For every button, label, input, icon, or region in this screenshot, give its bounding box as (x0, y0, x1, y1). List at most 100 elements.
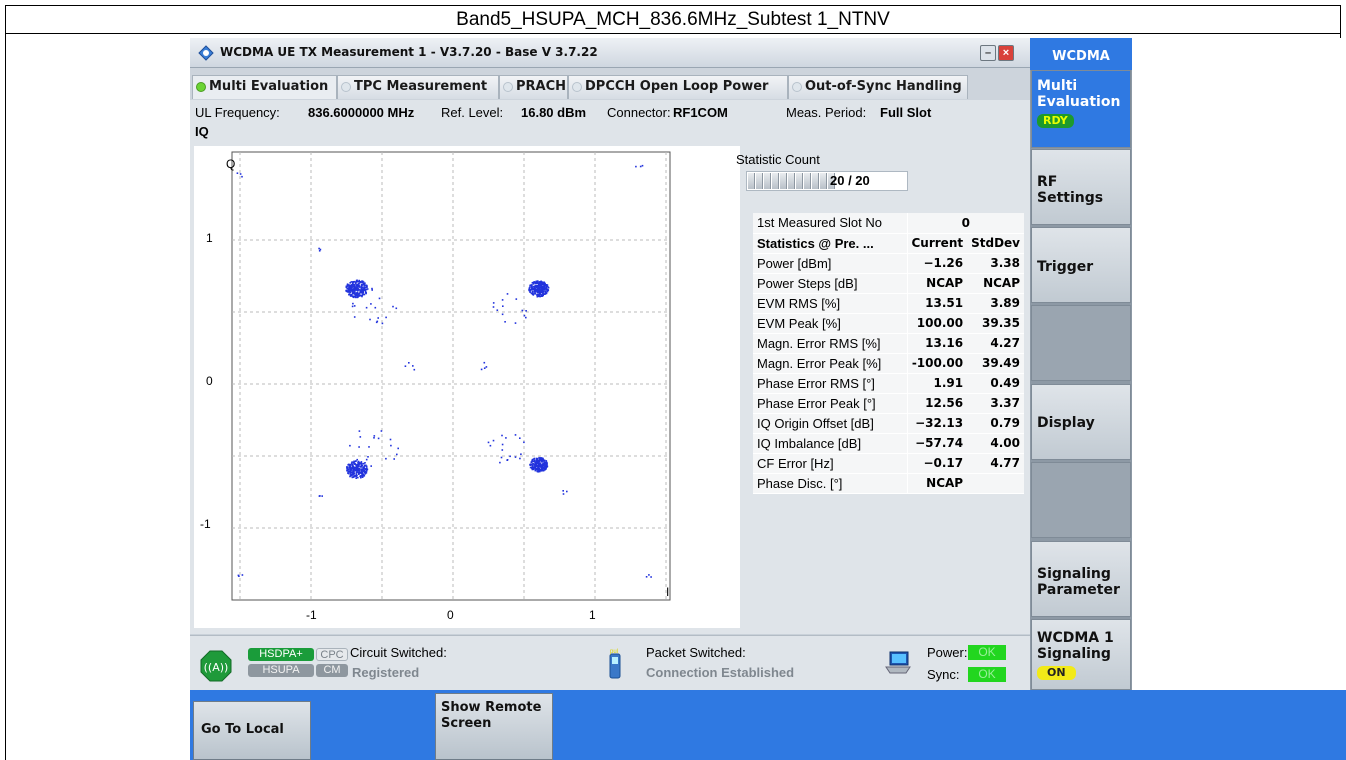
constellation-point (480, 368, 483, 371)
stat-current-value: NCAP (907, 473, 968, 494)
constellation-point (363, 462, 365, 465)
constellation-point (349, 463, 352, 466)
constellation-point (533, 459, 536, 461)
constellation-point (505, 437, 507, 439)
tab-tpc-measurement[interactable]: TPC Measurement (337, 75, 499, 99)
constellation-point (357, 285, 360, 288)
softkey-label: RF (1037, 174, 1058, 190)
constellation-point (353, 295, 356, 298)
x-tick-label: 0 (447, 608, 454, 622)
constellation-point (363, 467, 366, 469)
softkey-trigger[interactable]: Trigger (1031, 227, 1131, 303)
constellation-point (542, 291, 544, 294)
constellation-point (352, 469, 355, 471)
progress-segment (748, 173, 755, 189)
constellation-point (352, 473, 354, 476)
constellation-point (353, 296, 355, 299)
stat-stddev-value: 4.00 (967, 433, 1024, 454)
constellation-point (354, 463, 356, 465)
softkey-wcdma1-signaling[interactable]: WCDMA 1 Signaling ON (1031, 619, 1131, 690)
constellation-point (535, 286, 538, 289)
constellation-point (350, 286, 353, 288)
constellation-point (350, 294, 353, 296)
constellation-point (538, 466, 541, 468)
constellation-point (532, 281, 534, 284)
softkey-signaling-parameter[interactable]: Signaling Parameter (1031, 541, 1131, 617)
iq-plot-canvas: Q I 1 0 -1 -1 0 1 (200, 151, 671, 622)
constellation-point (538, 281, 541, 284)
constellation-point (545, 461, 548, 464)
softkey-display[interactable]: Display (1031, 384, 1131, 460)
constellation-point (363, 474, 365, 477)
softkey-label: Evaluation (1037, 94, 1121, 110)
first-slot-label: 1st Measured Slot No (753, 213, 908, 234)
softkey-label: WCDMA 1 (1037, 630, 1114, 646)
ref-level-value: 16.80 dBm (521, 105, 587, 120)
tab-prach[interactable]: PRACH (499, 75, 568, 99)
constellation-point (408, 362, 410, 364)
constellation-point (346, 290, 348, 292)
constellation-point (533, 293, 535, 295)
constellation-point (537, 462, 539, 465)
constellation-point (539, 288, 541, 291)
go-to-local-button[interactable]: Go To Local (193, 701, 311, 760)
iq-constellation-plot: Q I 1 0 -1 -1 0 1 (194, 146, 740, 628)
progress-segment (764, 173, 771, 189)
constellation-point (540, 286, 543, 288)
stat-row-label: IQ Origin Offset [dB] (753, 413, 908, 434)
constellation-point (650, 576, 652, 578)
constellation-point (354, 295, 357, 298)
tab-bar: Multi Evaluation TPC Measurement PRACH D… (190, 68, 1030, 100)
constellation-point (361, 471, 364, 474)
close-button[interactable]: × (998, 45, 1014, 61)
constellation-point (351, 469, 354, 471)
stat-current-value: 13.51 (907, 293, 968, 314)
constellation-point (351, 283, 353, 286)
constellation-point (348, 290, 350, 292)
constellation-point (359, 280, 362, 283)
progress-segment (820, 173, 827, 189)
tab-dpcch-open-loop-power[interactable]: DPCCH Open Loop Power (568, 75, 788, 99)
softkey-label: Multi (1037, 78, 1078, 94)
constellation-point (348, 286, 350, 289)
constellation-point (353, 291, 355, 294)
constellation-point (492, 302, 495, 304)
tab-multi-evaluation[interactable]: Multi Evaluation (192, 75, 337, 99)
constellation-point (521, 309, 524, 312)
show-remote-screen-button[interactable]: Show Remote Screen (435, 693, 553, 760)
constellation-point (530, 467, 533, 469)
constellation-point (536, 458, 539, 460)
constellation-point (641, 164, 644, 167)
softkey-rf-settings[interactable]: RF Settings (1031, 149, 1131, 225)
progress-segment (812, 173, 819, 189)
constellation-point (501, 434, 503, 437)
constellation-point (358, 295, 361, 297)
constellation-point (356, 295, 359, 298)
constellation-point (361, 289, 363, 291)
softkey-multi-evaluation[interactable]: Multi Evaluation RDY (1031, 70, 1131, 148)
constellation-point (545, 289, 548, 291)
i-axis-label: I (666, 585, 669, 599)
connection-status-bar: ((A)) HSDPA+ CPC HSUPA CM Circuit Switch… (190, 635, 1030, 690)
minimize-button[interactable]: – (980, 45, 996, 61)
constellation-point (542, 458, 544, 460)
constellation-point (354, 296, 357, 299)
constellation-point (540, 469, 542, 472)
constellation-point (547, 285, 549, 288)
constellation-point (525, 316, 527, 319)
softkey-panel: WCDMA Multi Evaluation RDY RF Settings T… (1030, 38, 1132, 690)
constellation-point (349, 444, 351, 447)
iq-section-label: IQ (195, 124, 209, 139)
constellation-point (515, 298, 518, 300)
constellation-point (536, 461, 538, 464)
constellation-point (412, 365, 414, 367)
tab-out-of-sync-handling[interactable]: Out-of-Sync Handling (788, 75, 968, 99)
document-title: Band5_HSUPA_MCH_836.6MHz_Subtest 1_NTNV (5, 5, 1341, 33)
constellation-point (353, 466, 356, 469)
constellation-point (538, 468, 540, 471)
constellation-point (365, 458, 368, 461)
constellation-point (543, 463, 546, 465)
constellation-point (373, 435, 376, 437)
constellation-point (532, 285, 535, 288)
constellation-point (353, 316, 356, 318)
